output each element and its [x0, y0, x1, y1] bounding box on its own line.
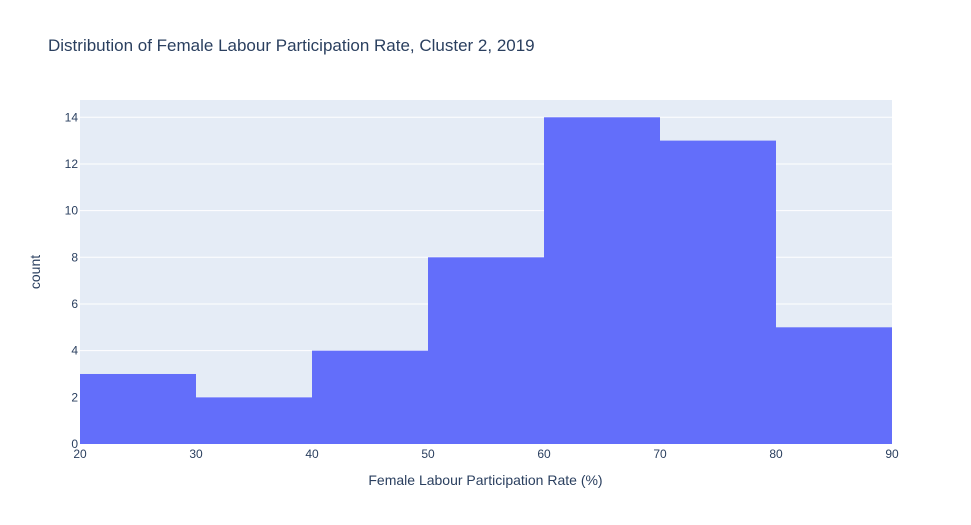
x-tick-label-90: 90: [885, 447, 899, 461]
bar-40-50: [312, 350, 428, 444]
x-axis-ticks: 20 30 40 50 60 70 80 90: [73, 447, 899, 461]
bar-30-40: [196, 397, 312, 444]
y-tick-label-4: 4: [71, 344, 78, 358]
bar-50-60: [428, 257, 544, 444]
x-tick-label-60: 60: [537, 447, 551, 461]
bars: [80, 117, 892, 445]
x-tick-label-40: 40: [305, 447, 319, 461]
y-tick-label-8: 8: [71, 250, 78, 264]
y-tick-label-2: 2: [71, 390, 78, 404]
y-tick-label-14: 14: [65, 110, 79, 124]
bar-60-70: [544, 117, 660, 444]
y-axis-title: count: [27, 255, 43, 289]
x-tick-label-20: 20: [73, 447, 87, 461]
y-tick-label-12: 12: [65, 157, 79, 171]
x-tick-label-80: 80: [769, 447, 783, 461]
x-axis-title: Female Labour Participation Rate (%): [368, 472, 602, 488]
x-tick-label-30: 30: [189, 447, 203, 461]
y-tick-label-6: 6: [71, 297, 78, 311]
x-tick-label-50: 50: [421, 447, 435, 461]
x-tick-label-70: 70: [653, 447, 667, 461]
y-tick-label-0: 0: [71, 437, 78, 451]
bar-70-80: [660, 140, 776, 445]
bar-20-30: [80, 373, 196, 444]
y-tick-label-10: 10: [65, 204, 79, 218]
y-axis-ticks: 0 2 4 6 8 10 12 14: [65, 110, 79, 451]
bar-80-90: [776, 327, 892, 444]
chart-title: Distribution of Female Labour Participat…: [48, 36, 535, 55]
